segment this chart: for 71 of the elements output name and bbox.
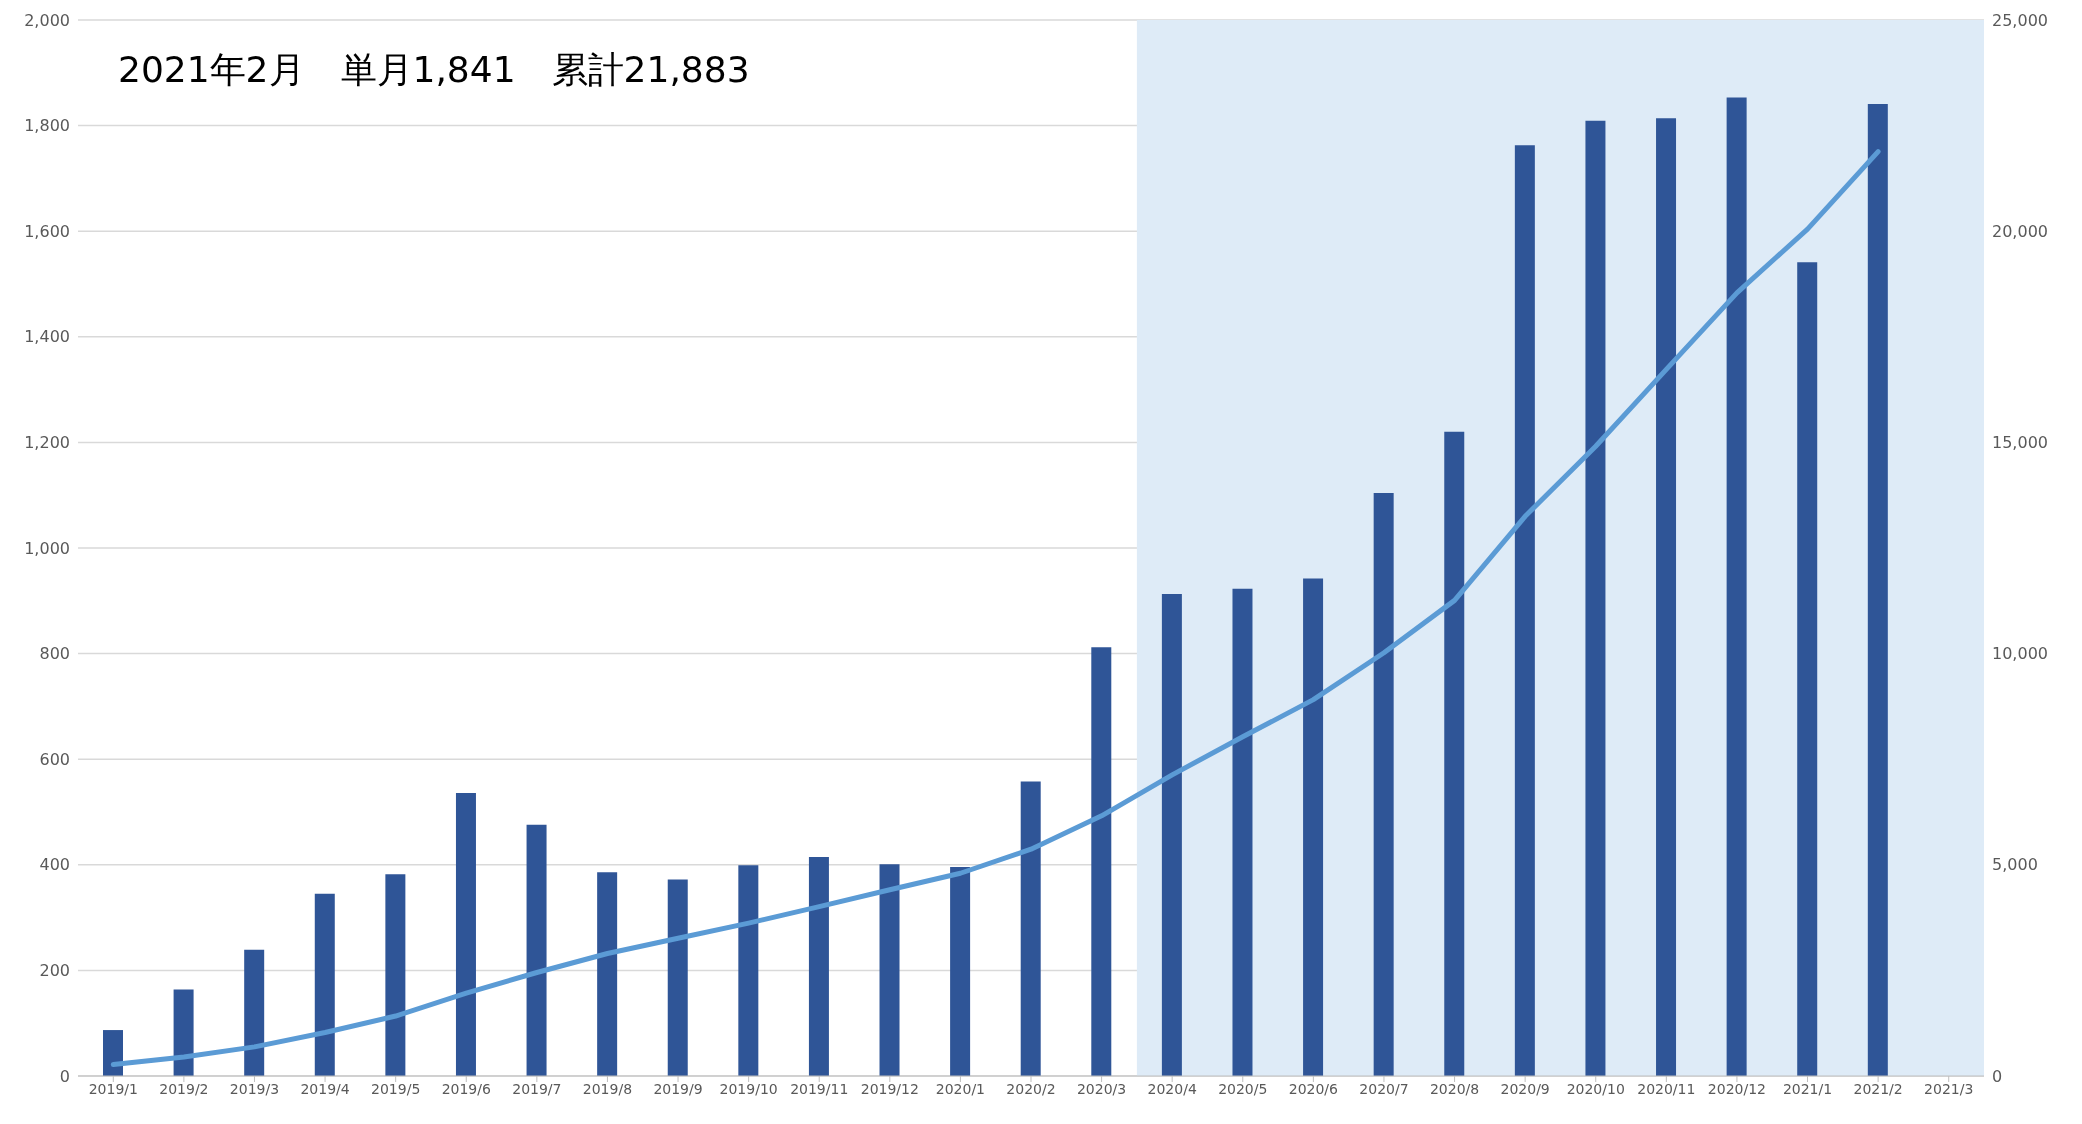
x-tick-label: 2020/3 — [1076, 1080, 1127, 1097]
x-tick-label: 2019/12 — [860, 1080, 919, 1097]
bar — [526, 824, 547, 1076]
x-tick-label: 2020/4 — [1147, 1080, 1197, 1097]
y-tick-label: 2,000 — [24, 10, 70, 30]
bar — [1303, 578, 1324, 1076]
x-tick-label: 2019/1 — [88, 1080, 138, 1097]
bar — [1373, 493, 1394, 1076]
bar — [173, 989, 194, 1076]
x-tick-label: 2020/11 — [1637, 1080, 1696, 1097]
y2-tick-label: 5,000 — [1992, 855, 2038, 875]
bar — [1020, 781, 1041, 1076]
bar — [1797, 262, 1818, 1076]
y-tick-label: 1,200 — [24, 433, 70, 453]
x-tick-label: 2021/1 — [1782, 1080, 1833, 1097]
y-tick-label: 600 — [39, 749, 70, 769]
y2-tick-label: 20,000 — [1992, 221, 2048, 241]
x-tick-label: 2020/1 — [935, 1080, 986, 1097]
x-tick-label: 2020/8 — [1429, 1080, 1480, 1097]
bar — [950, 866, 971, 1076]
x-tick-label: 2020/12 — [1707, 1080, 1767, 1097]
y-tick-label: 1,800 — [24, 116, 70, 136]
x-tick-label: 2020/7 — [1359, 1080, 1409, 1097]
bar — [808, 856, 829, 1076]
y-tick-label: 1,000 — [24, 538, 70, 558]
y-tick-label: 1,600 — [24, 221, 70, 241]
x-tick-label: 2019/10 — [719, 1080, 778, 1097]
x-tick-label: 2021/2 — [1853, 1080, 1903, 1097]
y-tick-label: 800 — [39, 644, 70, 664]
y2-tick-label: 15,000 — [1992, 433, 2048, 453]
x-tick-label: 2019/4 — [300, 1080, 350, 1097]
x-tick-label: 2020/2 — [1006, 1080, 1056, 1097]
bar — [667, 879, 688, 1076]
bar — [879, 864, 900, 1076]
x-tick-label: 2020/9 — [1500, 1080, 1550, 1097]
x-tick-label: 2019/8 — [582, 1080, 633, 1097]
x-tick-label: 2020/5 — [1218, 1080, 1268, 1097]
y-tick-label: 400 — [39, 855, 70, 875]
y2-tick-label: 10,000 — [1992, 644, 2048, 664]
bar — [1514, 145, 1535, 1076]
y-tick-label: 0 — [59, 1066, 70, 1086]
bar — [103, 1030, 123, 1076]
bar — [314, 893, 335, 1076]
bar — [1444, 431, 1465, 1076]
bar — [1232, 588, 1253, 1076]
annotation: 2021年2月 単月1,841 累計21,883 — [118, 48, 750, 92]
y-tick-label: 1,400 — [24, 327, 70, 347]
bar — [1161, 593, 1182, 1076]
x-tick-label: 2021/3 — [1924, 1080, 1974, 1097]
bar — [1585, 120, 1606, 1076]
bar — [244, 949, 265, 1076]
bar — [385, 874, 406, 1076]
bar — [1726, 97, 1747, 1076]
y-tick-label: 200 — [39, 961, 70, 981]
x-tick-label: 2019/5 — [371, 1080, 421, 1097]
x-tick-label: 2020/10 — [1566, 1080, 1625, 1097]
bar — [1656, 118, 1677, 1076]
x-tick-label: 2019/11 — [790, 1080, 849, 1097]
bar — [1867, 103, 1888, 1076]
x-tick-label: 2019/2 — [159, 1080, 209, 1097]
x-tick-label: 2020/6 — [1288, 1080, 1339, 1097]
bar — [1091, 647, 1112, 1076]
x-tick-label: 2019/7 — [512, 1080, 562, 1097]
y2-tick-label: 25,000 — [1992, 10, 2048, 30]
x-tick-label: 2019/9 — [653, 1080, 703, 1097]
bar — [597, 872, 618, 1076]
bar — [738, 865, 759, 1076]
y2-tick-label: 0 — [1992, 1066, 2003, 1086]
x-tick-label: 2019/3 — [229, 1080, 280, 1097]
bar — [455, 792, 476, 1076]
x-tick-label: 2019/6 — [441, 1080, 491, 1097]
